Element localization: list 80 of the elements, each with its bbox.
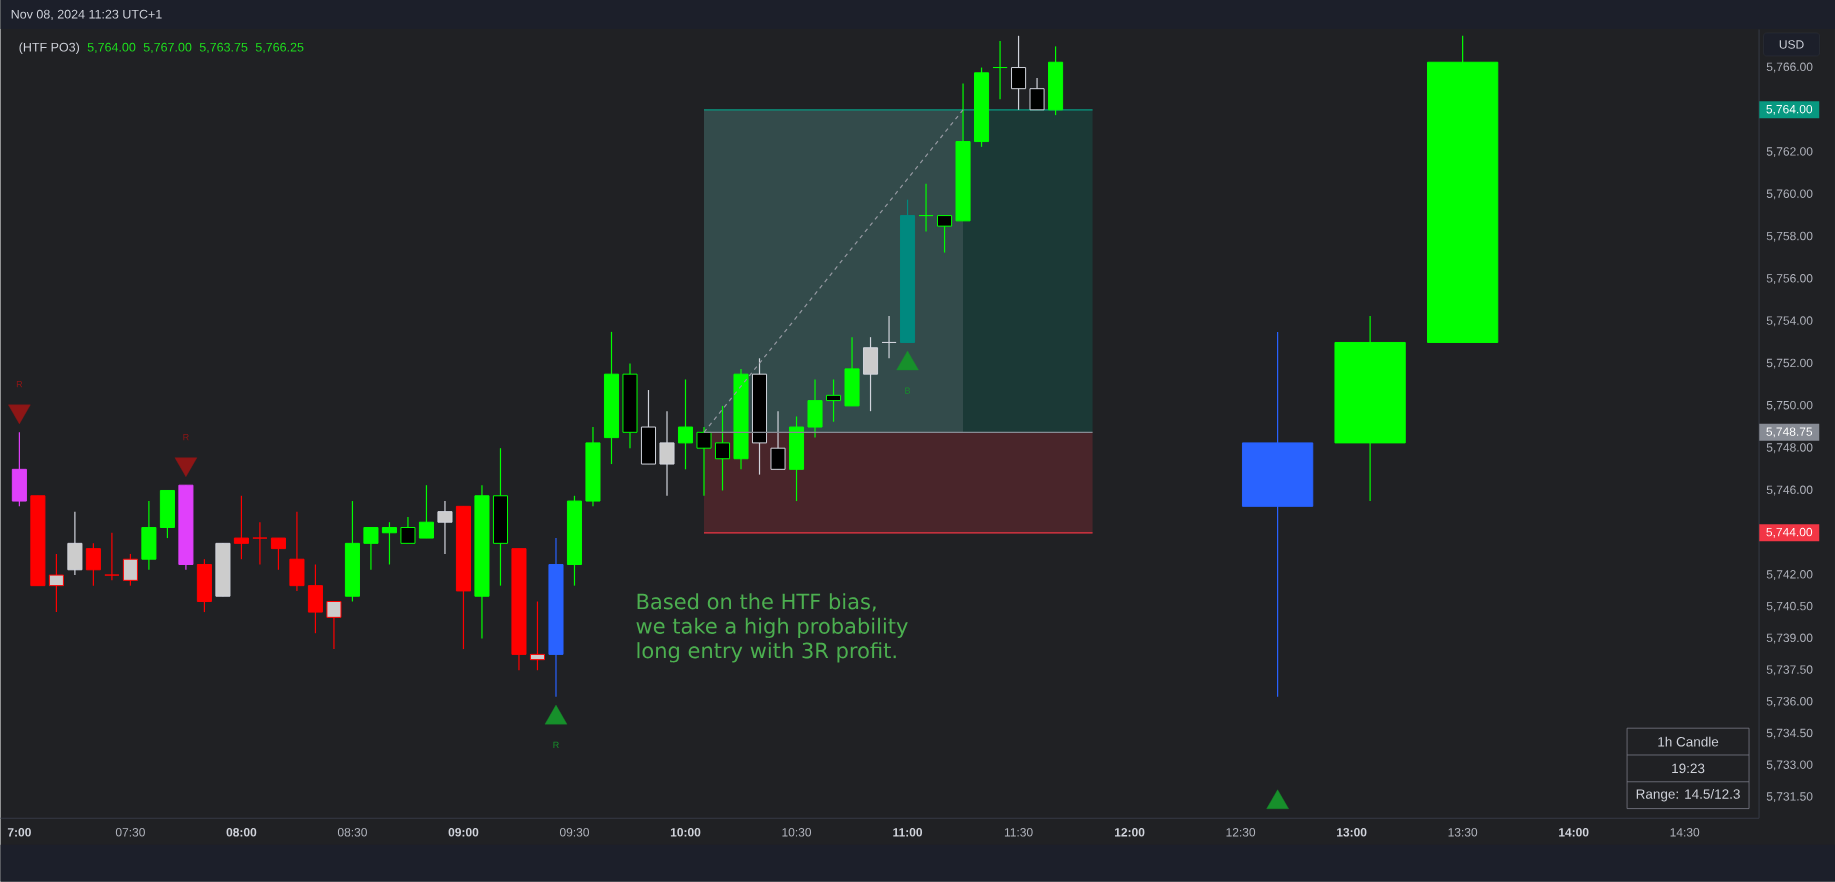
annotation: Range: 14.5/12.3	[1636, 789, 1740, 802]
annotation: long entry with 3R profit.	[637, 642, 896, 663]
y-tick-label: 5,758.00	[1766, 231, 1813, 242]
y-tick-label: 5,739.00	[1766, 633, 1813, 644]
candlestick	[233, 495, 249, 560]
candlestick	[104, 532, 120, 582]
y-tick-label: 5,748.00	[1766, 443, 1813, 454]
annotation: 5,766.25	[255, 42, 304, 54]
y-tick-label: 5,746.00	[1766, 485, 1813, 496]
candlestick	[326, 601, 342, 650]
candlestick	[1029, 77, 1045, 111]
x-tick-label: 10:00	[670, 828, 701, 837]
y-tick-label: 5,754.00	[1766, 316, 1813, 327]
candlestick	[881, 315, 897, 360]
candlestick	[48, 553, 64, 613]
data-label: R	[183, 434, 189, 441]
candlestick	[826, 378, 842, 423]
candlestick	[1011, 35, 1027, 111]
candlestick	[770, 410, 786, 471]
candlestick	[270, 537, 286, 571]
annotation: 1h Candle	[1658, 736, 1719, 747]
candlestick	[696, 426, 712, 497]
y-tick-label: 5,736.00	[1766, 697, 1813, 708]
annotation: we take a high probability	[636, 617, 908, 639]
x-tick-label: 08:30	[337, 828, 367, 837]
candlestick	[937, 215, 953, 254]
x-tick-label: 08:00	[226, 828, 257, 837]
y-tick-label: 5,766.00	[1766, 62, 1813, 73]
candlestick	[400, 516, 416, 545]
annotation: Based on the HTF bias,	[637, 593, 876, 612]
y-tick-label: 5,750.00	[1766, 401, 1813, 411]
x-tick-label: 12:00	[1114, 828, 1145, 837]
candlestick	[381, 521, 397, 566]
candlestick	[714, 405, 731, 492]
annotation: 19:23	[1672, 763, 1705, 774]
annotation: 5,763.75	[199, 42, 248, 54]
x-tick-label: 09:00	[448, 828, 479, 837]
x-tick-label: 07:30	[115, 828, 145, 837]
candlestick	[677, 378, 694, 471]
y-tick-label: 5,737.50	[1766, 665, 1813, 676]
candlestick	[363, 527, 379, 571]
y-tick-label: 5,752.00	[1766, 358, 1813, 369]
data-label: R	[16, 381, 23, 388]
candlestick	[85, 542, 101, 587]
x-tick-label: 14:30	[1670, 828, 1700, 837]
y-tick-label: 5,760.00	[1766, 189, 1813, 200]
y-tick-label: 5,731.50	[1766, 792, 1813, 803]
x-tick-label: 14:00	[1559, 828, 1589, 837]
candlestick	[437, 500, 453, 555]
x-tick-label: 7:00	[7, 828, 31, 837]
data-label: R	[553, 741, 559, 749]
y-tick-label: 5,742.00	[1766, 570, 1813, 581]
candlestick	[252, 521, 268, 566]
data-label: B	[905, 387, 911, 394]
y-tick-label: 5,740.50	[1766, 601, 1813, 612]
x-tick-label: 11:00	[893, 828, 923, 837]
x-tick-label: 12:30	[1226, 828, 1256, 837]
y-tick-label: 5,756.00	[1766, 274, 1813, 285]
y-tick-label: 5,764.00	[1766, 105, 1813, 115]
y-tick-label: 5,734.50	[1766, 728, 1813, 739]
y-tick-label: 5,748.75	[1766, 427, 1813, 438]
candlestick	[529, 601, 546, 671]
candlestick	[659, 410, 675, 497]
x-tick-label: 10:30	[782, 828, 812, 837]
annotation: 5,767.00	[143, 42, 192, 54]
text: Nov 08, 2024 11:23 UTC+1	[11, 9, 162, 21]
text: USD	[1779, 40, 1804, 49]
x-tick-label: 09:30	[559, 828, 590, 837]
y-tick-label: 5,762.00	[1766, 147, 1813, 158]
candlestick	[122, 553, 138, 587]
candlestick	[418, 484, 434, 539]
x-tick-label: 13:30	[1448, 828, 1478, 837]
text: (HTF PO3)	[19, 42, 80, 55]
x-tick-label: 11:30	[1004, 828, 1033, 837]
candlestick	[992, 40, 1008, 100]
annotation: 5,764.00	[87, 42, 136, 54]
x-tick-label: 13:00	[1337, 828, 1367, 837]
y-tick-label: 5,733.00	[1766, 760, 1813, 771]
y-tick-label: 5,744.00	[1766, 527, 1813, 538]
candlestick	[918, 183, 934, 233]
